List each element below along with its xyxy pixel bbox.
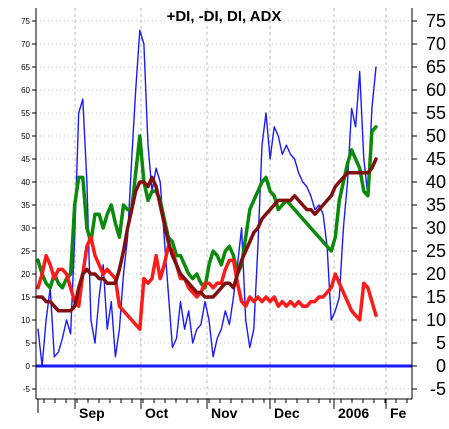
left-tick-label: 40	[21, 178, 30, 187]
right-tick-label: 65	[426, 57, 446, 77]
series-line-plus_di	[36, 125, 378, 290]
series-layer	[36, 29, 412, 368]
right-tick-label: 35	[426, 195, 446, 215]
x-tick-label: Sep	[79, 405, 105, 421]
left-tick-label: 60	[21, 86, 30, 95]
left-tick-label: 70	[21, 40, 30, 49]
right-tick-label: 10	[426, 310, 446, 330]
x-tick-label: Nov	[211, 405, 238, 421]
right-tick-label: 50	[426, 126, 446, 146]
left-tick-label: 55	[21, 109, 30, 118]
right-tick-label: 60	[426, 80, 446, 100]
left-tick-label: 65	[21, 63, 30, 72]
left-tick-label: 25	[21, 247, 30, 256]
left-tick-label: 35	[21, 201, 30, 210]
right-tick-label: 15	[426, 287, 446, 307]
grid-layer	[36, 8, 412, 399]
left-tick-label: 15	[21, 293, 30, 302]
left-tick-label: 75	[21, 17, 30, 26]
x-tick-label: Dec	[274, 405, 300, 421]
series-line-minus_di	[36, 235, 378, 331]
left-tick-label: 5	[26, 339, 31, 348]
series-line-adx	[36, 157, 378, 313]
left-tick-label: 30	[21, 224, 30, 233]
right-tick-label: 55	[426, 103, 446, 123]
right-tick-label: 45	[426, 149, 446, 169]
left-tick-label: 10	[21, 316, 30, 325]
right-tick-label: 40	[426, 172, 446, 192]
chart-title: +DI, -DI, DI, ADX	[167, 8, 282, 25]
right-tick-label: -5	[430, 379, 446, 399]
left-tick-label: 20	[21, 270, 30, 279]
right-tick-label: 70	[426, 34, 446, 54]
left-tick-label: 0	[26, 362, 31, 371]
right-tick-label: 30	[426, 218, 446, 238]
x-tick-label: 2006	[338, 405, 369, 421]
right-tick-label: 25	[426, 241, 446, 261]
right-tick-label: 75	[426, 11, 446, 31]
right-tick-label: 0	[436, 356, 446, 376]
axis-layer: Sep Oct Nov Dec 2006 Fe7570656055504540353025…	[21, 8, 446, 421]
x-tick-label: Oct	[145, 405, 169, 421]
x-tick-label: Fe	[390, 405, 407, 421]
right-tick-label: 20	[426, 264, 446, 284]
left-tick-label: 45	[21, 155, 30, 164]
right-tick-label: 5	[436, 333, 446, 353]
left-tick-label: 50	[21, 132, 30, 141]
left-tick-label: -5	[23, 385, 31, 394]
